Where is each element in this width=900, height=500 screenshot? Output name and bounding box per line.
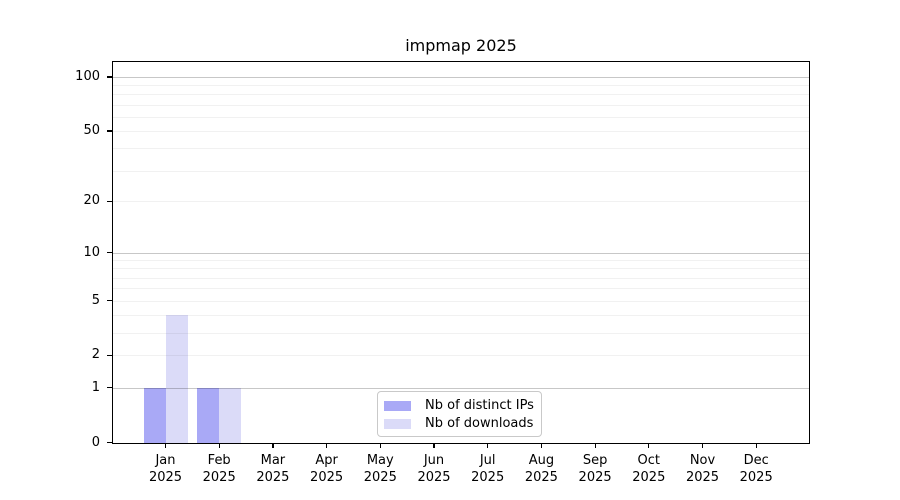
x-tick-month: Jun: [423, 452, 445, 468]
x-tick-label: Jul 2025: [471, 452, 504, 486]
minor-gridline: [113, 277, 809, 279]
x-tick-label: Jan 2025: [149, 452, 182, 486]
y-tick-label: 0: [91, 434, 100, 450]
y-tick-label: 10: [83, 244, 100, 260]
x-tick-label: Feb 2025: [203, 452, 236, 486]
x-tick-label: Mar 2025: [256, 452, 289, 486]
x-tick: [487, 442, 489, 448]
plot-area: Nb of distinct IPs Nb of downloads 0 1 2 5 1…: [75, 60, 810, 485]
legend-swatch-downloads: [384, 418, 411, 429]
x-tick-month: Jul: [479, 452, 496, 468]
y-tick: [106, 200, 112, 203]
legend: Nb of distinct IPs Nb of downloads: [377, 390, 542, 437]
legend-label-distinct-ips: Nb of distinct IPs: [425, 398, 534, 413]
legend-row: Nb of distinct IPs: [384, 397, 535, 415]
x-tick-year: 2025: [685, 469, 720, 485]
x-tick-label: Aug 2025: [525, 452, 558, 486]
y-tick-label: 5: [91, 292, 100, 308]
major-gridline: [113, 252, 809, 254]
y-tick-label: 20: [83, 193, 100, 209]
minor-gridline: [113, 148, 809, 150]
x-tick-month: Mar: [260, 452, 286, 468]
x-tick: [164, 442, 167, 448]
bar-distinct-ips-feb: [197, 387, 220, 443]
x-tick: [594, 442, 596, 448]
legend-label-downloads: Nb of downloads: [425, 416, 534, 431]
x-tick-year: 2025: [632, 469, 666, 485]
minor-gridline: [113, 201, 809, 203]
x-tick-month: May: [366, 452, 394, 468]
x-tick-year: 2025: [148, 469, 183, 485]
x-tick: [218, 442, 220, 448]
major-gridline: [113, 76, 809, 78]
x-tick-month: Aug: [528, 452, 555, 468]
x-tick: [272, 442, 274, 448]
x-tick-label: Oct 2025: [632, 452, 665, 486]
minor-gridline: [113, 94, 809, 96]
x-tick-year: 2025: [310, 469, 344, 485]
x-tick: [755, 442, 757, 448]
y-tick-label: 100: [75, 68, 100, 84]
minor-gridline: [113, 268, 809, 270]
x-tick-year: 2025: [578, 469, 612, 485]
x-tick-month: Nov: [689, 452, 716, 468]
x-tick-year: 2025: [524, 469, 558, 485]
minor-gridline: [113, 260, 809, 262]
x-tick-label: Dec 2025: [740, 452, 773, 486]
y-tick: [106, 387, 112, 389]
y-tick: [106, 76, 112, 78]
y-tick: [106, 441, 112, 444]
minor-gridline: [113, 131, 809, 133]
x-tick-year: 2025: [202, 469, 236, 485]
minor-gridline: [113, 288, 809, 290]
chart-title: impmap 2025: [405, 36, 517, 55]
y-tick-label: 1: [91, 379, 100, 395]
bar-downloads-feb: [219, 387, 242, 443]
bar-distinct-ips-jan: [143, 387, 166, 443]
x-tick-month: Oct: [637, 452, 661, 468]
x-tick-month: Dec: [743, 452, 769, 468]
x-tick-label: Sep 2025: [579, 452, 612, 486]
x-tick-year: 2025: [471, 469, 505, 485]
x-tick-label: Jun 2025: [417, 452, 450, 486]
minor-gridline: [113, 355, 809, 357]
x-tick-month: Feb: [207, 452, 231, 468]
bar-downloads-jan: [165, 315, 188, 443]
x-tick-label: May 2025: [364, 452, 397, 486]
x-tick-year: 2025: [739, 469, 773, 485]
x-tick: [648, 442, 650, 448]
minor-gridline: [113, 315, 809, 317]
x-tick: [433, 442, 435, 448]
y-tick-label: 50: [83, 123, 100, 139]
x-tick: [540, 442, 543, 448]
minor-gridline: [113, 85, 809, 87]
x-tick-month: Sep: [582, 452, 608, 468]
x-tick-year: 2025: [256, 469, 290, 485]
x-tick: [701, 442, 704, 448]
x-tick-year: 2025: [363, 469, 397, 485]
y-tick-label: 2: [91, 347, 100, 363]
x-tick-month: Jan: [155, 452, 176, 468]
minor-gridline: [113, 170, 809, 172]
y-tick: [106, 251, 112, 254]
x-tick-year: 2025: [417, 469, 451, 485]
x-tick-label: Apr 2025: [310, 452, 343, 486]
y-tick: [106, 354, 112, 357]
y-tick: [106, 299, 112, 302]
x-tick: [379, 442, 381, 448]
minor-gridline: [113, 332, 809, 334]
legend-swatch-distinct-ips: [384, 400, 411, 411]
y-tick: [106, 130, 112, 132]
minor-gridline: [113, 300, 809, 302]
legend-row: Nb of downloads: [384, 415, 535, 433]
x-tick-label: Nov 2025: [686, 452, 719, 486]
minor-gridline: [113, 116, 809, 118]
minor-gridline: [113, 104, 809, 106]
x-tick-month: Apr: [315, 452, 338, 468]
x-tick: [326, 442, 328, 448]
